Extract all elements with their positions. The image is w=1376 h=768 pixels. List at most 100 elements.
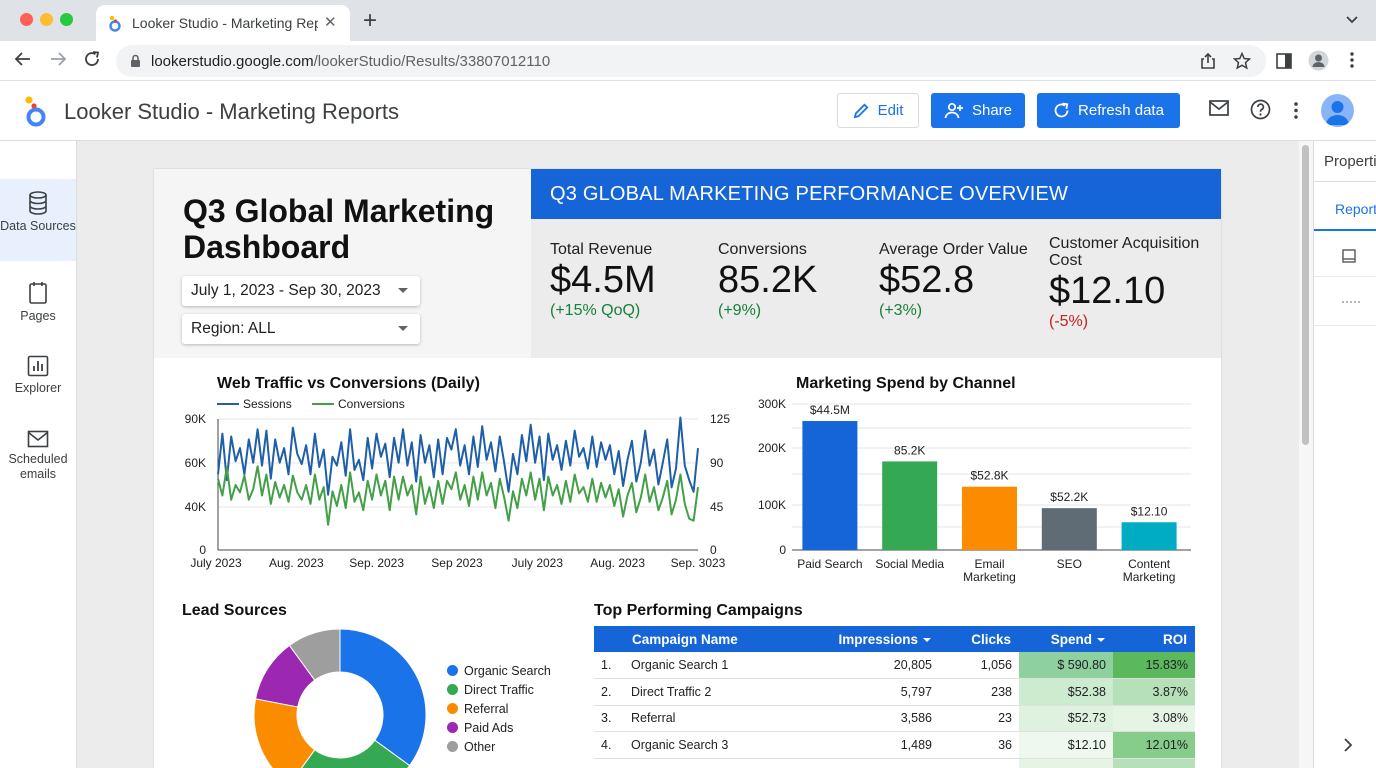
col-clicks[interactable]: Clicks <box>939 626 1019 652</box>
chevron-right-icon[interactable] <box>1343 738 1353 752</box>
report-header-panel: Q3 Global Marketing Dashboard July 1, 20… <box>154 169 531 358</box>
legend-label[interactable]: Conversions <box>338 397 405 411</box>
legend-item[interactable]: Other <box>447 740 495 754</box>
y-left-tick-label: 90K <box>185 412 206 426</box>
col-roi[interactable]: ROI <box>1113 626 1195 652</box>
browser-tab[interactable]: Looker Studio - Marketing Repc ✕ <box>96 5 350 41</box>
rail-label: Scheduled emails <box>8 452 68 481</box>
bar[interactable] <box>882 461 938 550</box>
col-spend[interactable]: Spend <box>1019 626 1113 652</box>
bar[interactable] <box>1041 508 1097 550</box>
marketing-spend-bar-chart[interactable]: 0 100K 200K 300K $44.5M Paid Search 85.2K Socia… <box>744 394 1204 589</box>
forward-arrow-icon[interactable] <box>49 50 67 68</box>
looker-studio-logo <box>25 96 46 127</box>
legend-label[interactable]: Sessions <box>243 397 292 411</box>
refresh-label: Refresh data <box>1078 102 1164 119</box>
pie-slice-referral[interactable] <box>253 698 316 768</box>
reload-icon[interactable] <box>83 50 101 68</box>
col-label: Spend <box>1050 631 1092 647</box>
col-campaign-name[interactable]: Campaign Name <box>624 626 809 652</box>
date-range-selector[interactable]: July 1, 2023 - Sep 30, 2023 <box>182 276 420 306</box>
pie-slice-organic-search[interactable] <box>339 628 427 767</box>
url-text: lookerstudio.google.com/lookerStudio/Res… <box>151 53 550 70</box>
y-right-tick-label: 90 <box>710 456 724 470</box>
add-person-icon <box>944 102 963 119</box>
profile-icon[interactable] <box>1308 50 1329 71</box>
legend-dot <box>447 741 458 752</box>
bar-data-label: $12.10 <box>1131 504 1168 518</box>
minimize-window-button[interactable] <box>40 13 53 26</box>
kpi-delta: (-5%) <box>1049 313 1089 330</box>
browser-menu-icon[interactable] <box>1350 52 1354 68</box>
refresh-data-button[interactable]: Refresh data <box>1037 93 1180 128</box>
cell-roi <box>1113 758 1195 768</box>
rail-item-pages[interactable]: Pages <box>0 281 76 331</box>
pie-slice-other[interactable] <box>288 628 341 681</box>
zoom-window-button[interactable] <box>60 13 73 26</box>
date-range-value: July 1, 2023 - Sep 30, 2023 <box>191 282 381 299</box>
rail-item-explorer[interactable]: Explorer <box>0 355 76 405</box>
cell-campaign: Direct Traffic 2 <box>624 678 809 706</box>
lock-icon <box>131 54 140 67</box>
x-tick-label: Content <box>1128 557 1171 571</box>
cell-impressions: 20,805 <box>809 652 939 679</box>
col-label: Clicks <box>971 631 1011 647</box>
layout-setting-icon[interactable] <box>1342 299 1362 305</box>
lead-sources-donut-chart[interactable] <box>244 621 434 768</box>
tab-search-chevron-icon[interactable] <box>1345 12 1359 26</box>
page-setting-icon[interactable] <box>1342 249 1356 263</box>
col-label: Impressions <box>838 631 918 647</box>
close-window-button[interactable] <box>20 13 33 26</box>
legend-item[interactable]: Organic Search <box>447 664 551 678</box>
address-bar[interactable]: lookerstudio.google.com/lookerStudio/Res… <box>116 45 1266 77</box>
tab-report[interactable]: Report <box>1335 201 1376 217</box>
table-row[interactable] <box>594 758 1195 768</box>
back-arrow-icon[interactable] <box>14 50 32 68</box>
legend-item[interactable]: Direct Traffic <box>447 683 534 697</box>
legend-item[interactable]: Paid Ads <box>447 721 513 735</box>
table-row[interactable]: 1. Organic Search 1 20,805 1,056 $ 590.8… <box>594 652 1195 679</box>
kpi-label: Average Order Value <box>879 241 1028 258</box>
share-button[interactable]: Share <box>931 93 1025 128</box>
rail-item-data-sources[interactable]: Data Sources <box>0 179 76 261</box>
bar[interactable] <box>802 421 858 550</box>
pie-slice-direct-traffic[interactable] <box>289 739 411 768</box>
cell-roi: 15.83% <box>1113 652 1195 679</box>
y-left-tick-label: 40K <box>185 500 206 514</box>
region-selector[interactable]: Region: ALL <box>182 314 420 344</box>
more-vert-icon[interactable] <box>1294 102 1298 119</box>
edit-button[interactable]: Edit <box>837 93 919 128</box>
rail-item-scheduled-emails[interactable]: Scheduled emails <box>0 430 76 492</box>
table-row[interactable]: 3. Referral 3,586 23 $52.73 3.08% <box>594 705 1195 732</box>
mail-icon[interactable] <box>1209 100 1229 116</box>
legend-dot <box>447 703 458 714</box>
report-name: Looker Studio - Marketing Reports <box>64 99 400 124</box>
bar[interactable] <box>962 486 1017 550</box>
canvas-scrollbar[interactable] <box>1299 141 1313 768</box>
sidebar-toggle-icon[interactable] <box>1276 53 1292 69</box>
series-line-sessions[interactable] <box>217 416 699 496</box>
table-row[interactable]: 4. Organic Search 3 1,489 36 $12.10 12.0… <box>594 731 1195 759</box>
app-header: Looker Studio - Marketing Reports Edit S… <box>0 81 1376 141</box>
bar[interactable] <box>1121 522 1177 550</box>
share-page-icon[interactable] <box>1200 52 1216 70</box>
user-avatar[interactable] <box>1321 94 1354 127</box>
overview-banner: Q3 GLOBAL MARKETING PERFORMANCE OVERVIEW <box>531 169 1221 219</box>
region-value: Region: ALL <box>191 320 276 337</box>
bookmark-star-icon[interactable] <box>1233 52 1251 70</box>
col-impressions[interactable]: Impressions <box>809 626 939 652</box>
sort-down-icon <box>1097 637 1105 642</box>
legend-item[interactable]: Referral <box>447 702 508 716</box>
browser-toolbar: lookerstudio.google.com/lookerStudio/Res… <box>0 41 1376 81</box>
series-line-conversions[interactable] <box>217 465 699 526</box>
cell-roi: 3.08% <box>1113 705 1195 732</box>
tab-close-icon[interactable]: ✕ <box>324 14 337 31</box>
y-left-tick-label: 60K <box>185 456 206 470</box>
web-traffic-line-chart[interactable]: Sessions Conversions 0 40K 60K 90K 0 45 90 125 Jul… <box>174 397 734 577</box>
scrollbar-thumb[interactable] <box>1302 145 1309 445</box>
help-icon[interactable] <box>1250 99 1271 120</box>
table-row[interactable]: 2. Direct Traffic 2 5,797 238 $52.38 3.8… <box>594 678 1195 706</box>
y-tick-label: 100K <box>758 498 786 512</box>
cell-index <box>594 758 624 768</box>
new-tab-icon[interactable]: + <box>363 7 378 34</box>
